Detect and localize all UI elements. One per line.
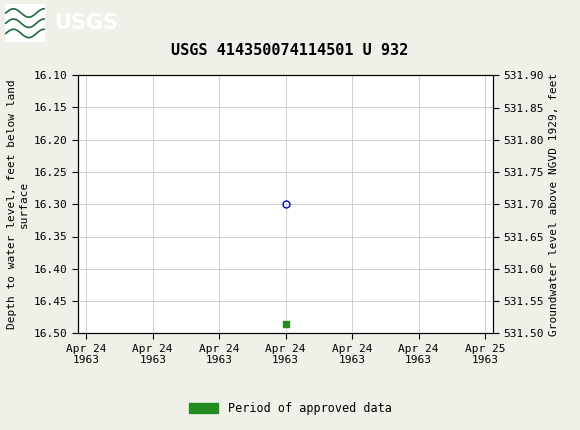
Text: USGS 414350074114501 U 932: USGS 414350074114501 U 932	[171, 43, 409, 58]
Bar	[5, 4, 45, 42]
Y-axis label: Groundwater level above NGVD 1929, feet: Groundwater level above NGVD 1929, feet	[549, 73, 560, 336]
Text: USGS: USGS	[54, 13, 118, 33]
Legend: Period of approved data: Period of approved data	[184, 397, 396, 420]
Y-axis label: Depth to water level, feet below land
surface: Depth to water level, feet below land su…	[7, 80, 28, 329]
